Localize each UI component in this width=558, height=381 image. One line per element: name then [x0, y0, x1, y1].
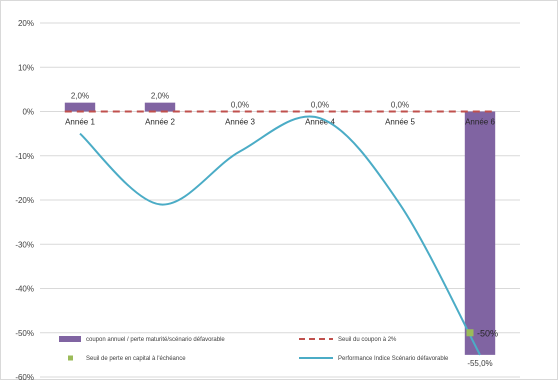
legend-swatch-marker — [68, 355, 73, 361]
y-tick-label: -30% — [15, 240, 34, 249]
category-label: Année 4 — [305, 118, 335, 127]
category-label: Année 6 — [465, 118, 495, 127]
bar-data-label: 2,0% — [151, 92, 169, 101]
y-tick-label: -50% — [15, 329, 34, 338]
category-label: Année 2 — [145, 118, 175, 127]
legend-swatch-bar — [59, 336, 81, 342]
y-tick-label: -10% — [15, 152, 34, 161]
data-labels: 2,0% 2,0% 0,0% 0,0% 0,0% -55,0% — [71, 92, 493, 368]
category-label: Année 5 — [385, 118, 415, 127]
loss-threshold-label: -50% — [477, 328, 498, 338]
legend-label: Performance Indice Scénario défavorable — [338, 356, 449, 362]
bar — [464, 111, 496, 355]
legend: coupon annuel / perte maturité/scénario … — [59, 336, 449, 362]
category-labels: Année 1 Année 2 Année 3 Année 4 Année 5 Année… — [65, 118, 495, 127]
y-tick-label: 0% — [22, 108, 34, 117]
performance-line — [79, 115, 481, 356]
bar-data-label: -55,0% — [467, 359, 492, 368]
legend-label: Seuil de perte en capital à l'échéance — [86, 356, 186, 362]
loss-threshold-point — [466, 329, 474, 337]
category-label: Année 1 — [65, 118, 95, 127]
legend-label: coupon annuel / perte maturité/scénario … — [86, 337, 225, 343]
performance-line-path — [79, 115, 481, 356]
category-label: Année 3 — [225, 118, 255, 127]
y-tick-label: -20% — [15, 196, 34, 205]
gridlines — [40, 22, 520, 378]
y-tick-label: -60% — [15, 373, 34, 381]
y-tick-label: -40% — [15, 285, 34, 294]
y-tick-label: 10% — [18, 63, 34, 72]
y-axis: 20% 10% 0% -10% -20% -30% -40% -50% -60% — [15, 19, 34, 381]
bar-data-label: 0,0% — [231, 101, 249, 110]
bar-data-label: 2,0% — [71, 92, 89, 101]
bar-data-label: 0,0% — [391, 101, 409, 110]
bars — [64, 102, 496, 355]
bar-data-label: 0,0% — [311, 101, 329, 110]
y-tick-label: 20% — [18, 19, 34, 28]
bar — [64, 102, 96, 112]
legend-label: Seuil du coupon à 2% — [338, 337, 397, 343]
loss-threshold-marker: -50% — [466, 328, 498, 338]
bar — [144, 102, 176, 112]
